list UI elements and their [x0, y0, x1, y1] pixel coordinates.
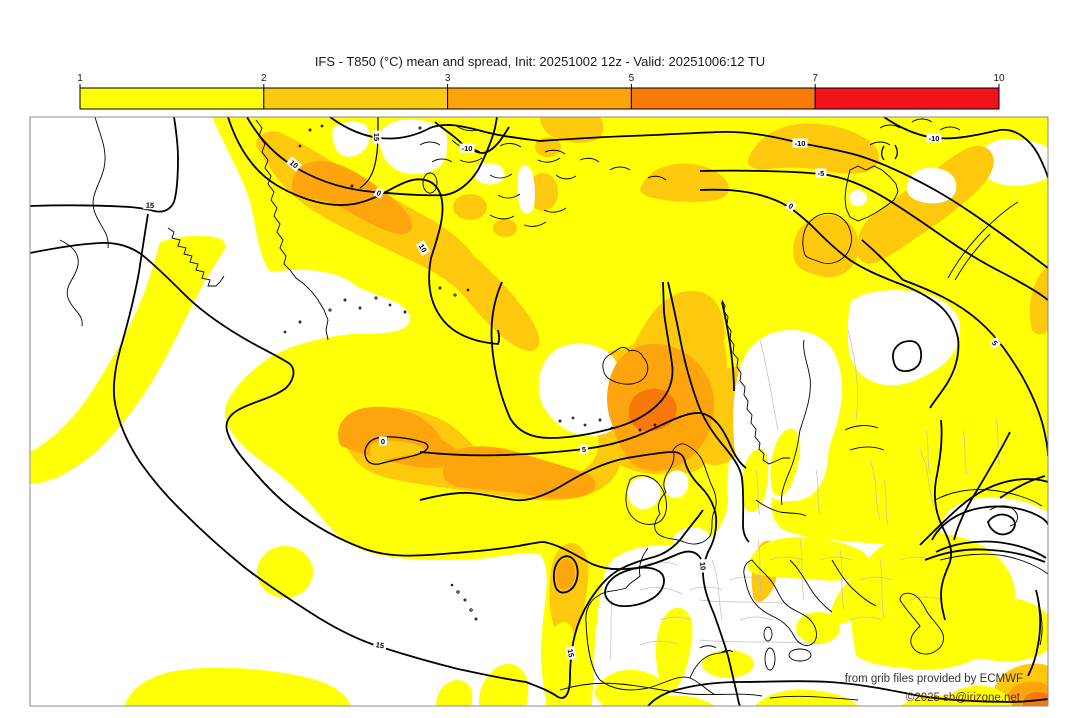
svg-text:1: 1: [77, 73, 83, 84]
svg-text:-10: -10: [795, 139, 806, 148]
svg-text:15: 15: [566, 648, 576, 658]
svg-text:-10: -10: [462, 144, 473, 153]
svg-text:10: 10: [698, 561, 708, 570]
svg-text:0: 0: [381, 437, 385, 446]
svg-text:©2025 sb@irizone.net: ©2025 sb@irizone.net: [906, 692, 1021, 704]
svg-text:10: 10: [417, 242, 429, 254]
svg-text:7: 7: [812, 73, 818, 84]
svg-text:15: 15: [372, 133, 381, 141]
svg-text:3: 3: [445, 73, 451, 84]
svg-text:5: 5: [629, 73, 635, 84]
svg-text:15: 15: [145, 200, 154, 210]
svg-text:0: 0: [375, 188, 383, 198]
svg-text:-10: -10: [929, 134, 940, 143]
svg-text:10: 10: [993, 73, 1005, 84]
svg-text:-5: -5: [818, 169, 825, 178]
svg-text:5: 5: [582, 445, 586, 454]
svg-text:from grib files provided by EC: from grib files provided by ECMWF: [845, 673, 1023, 685]
svg-text:0: 0: [787, 201, 795, 211]
svg-text:15: 15: [375, 640, 385, 650]
svg-text:5: 5: [990, 339, 1000, 348]
svg-text:2: 2: [261, 73, 267, 84]
